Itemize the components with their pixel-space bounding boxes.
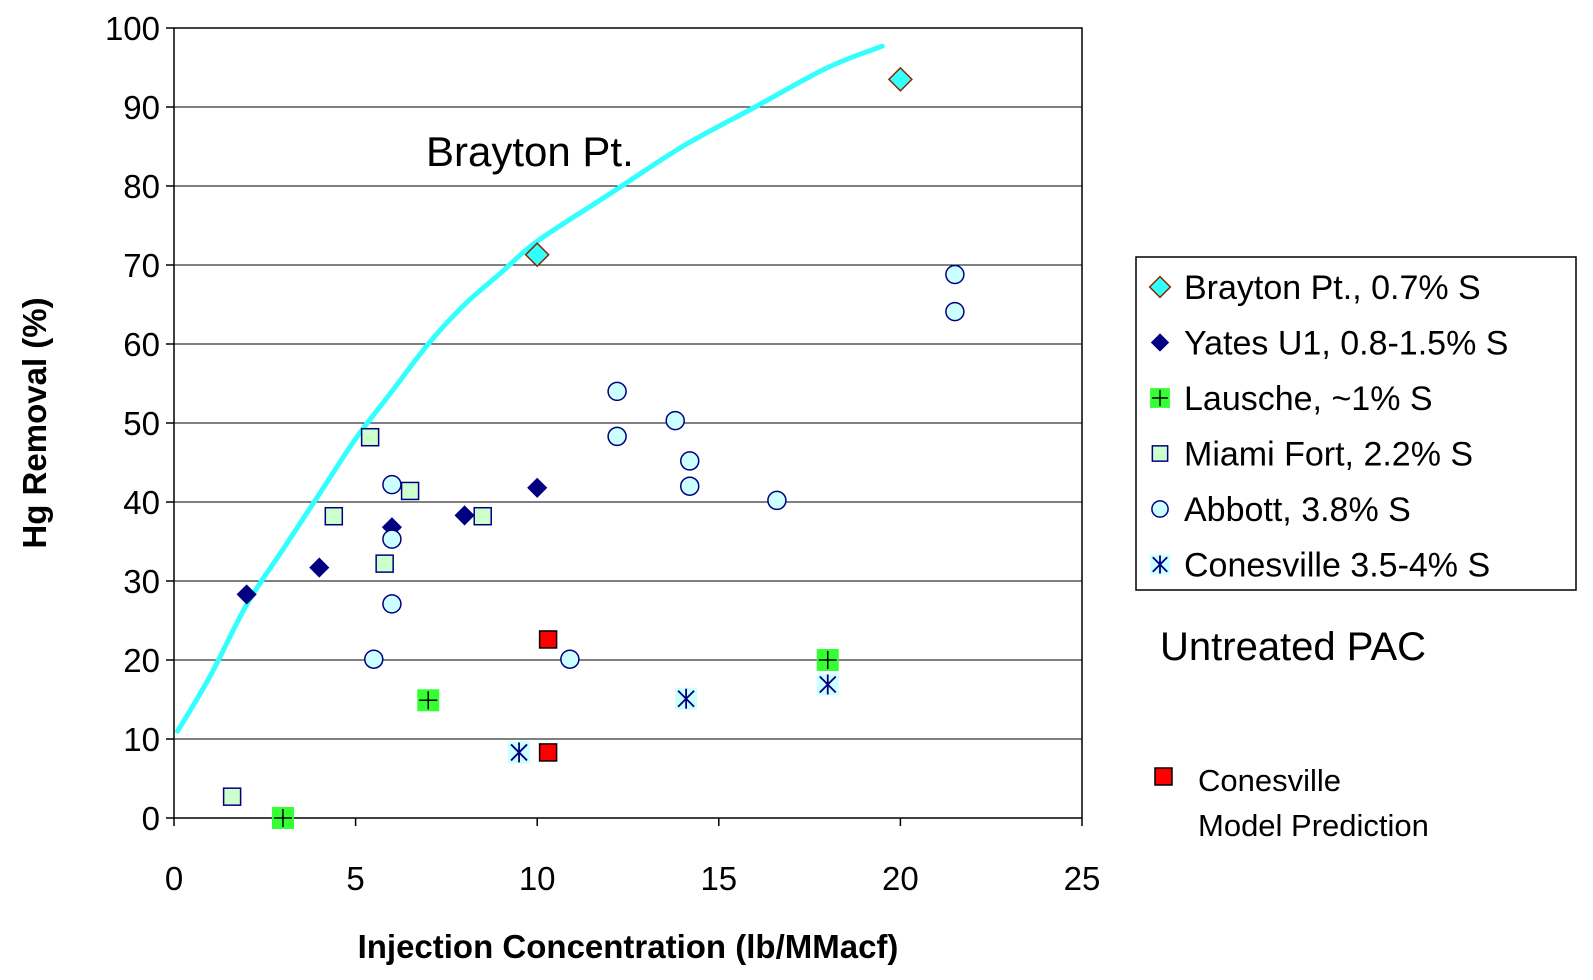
y-tick-label: 10 — [123, 721, 160, 758]
data-point-series-5 — [679, 476, 700, 496]
y-tick-label: 100 — [105, 10, 160, 47]
data-point-series-5 — [679, 451, 700, 471]
y-tick-label: 0 — [142, 800, 160, 837]
x-tick-label: 0 — [165, 860, 183, 897]
data-point-series-4 — [324, 506, 344, 526]
legend-label: Abbott, 3.8% S — [1184, 491, 1411, 529]
data-point-series-5 — [382, 594, 402, 614]
legend-label: Yates U1, 0.8-1.5% S — [1184, 325, 1508, 363]
legend-box — [1135, 256, 1577, 591]
x-tick-label: 20 — [882, 860, 919, 897]
curve-label: Brayton Pt. — [426, 128, 634, 175]
y-tick-label: 40 — [123, 484, 160, 521]
legend-marker-series-6 — [1150, 554, 1170, 575]
model-legend: Conesville Model Prediction — [1154, 763, 1429, 843]
x-tick-label: 10 — [519, 860, 556, 897]
y-tick-label: 30 — [123, 563, 160, 600]
data-point-series-2 — [454, 505, 475, 526]
data-point-series-5 — [767, 490, 787, 511]
axes — [166, 27, 1083, 826]
model-legend-line1: Conesville — [1198, 763, 1341, 798]
x-tick-label: 25 — [1064, 860, 1101, 897]
data-point-series-3 — [816, 649, 839, 671]
data-point-model-prediction — [538, 630, 558, 649]
data-point-series-5 — [665, 410, 685, 431]
legend-marker-series-2 — [1150, 333, 1170, 352]
data-point-series-1 — [887, 66, 913, 92]
untreated-pac-note: Untreated PAC — [1160, 625, 1426, 669]
data-point-model-prediction — [538, 743, 558, 762]
gridlines — [174, 106, 1082, 740]
legend-label: Lausche, ~1% S — [1184, 380, 1433, 418]
data-points — [222, 66, 965, 829]
data-point-series-2 — [527, 477, 548, 498]
model-legend-marker — [1154, 767, 1173, 786]
data-point-series-5 — [607, 381, 627, 402]
legend-marker-series-1 — [1148, 275, 1172, 299]
data-point-series-6 — [816, 673, 839, 696]
data-point-series-5 — [560, 649, 580, 669]
x-axis-title: Injection Concentration (lb/MMacf) — [358, 928, 899, 965]
data-point-series-4 — [360, 427, 380, 447]
legend-marker-series-4 — [1151, 445, 1169, 462]
data-point-series-3 — [271, 807, 294, 829]
legend-label: Brayton Pt., 0.7% S — [1184, 269, 1481, 307]
data-point-series-5 — [945, 264, 965, 285]
legend-marker-series-3 — [1150, 388, 1170, 408]
data-point-series-5 — [382, 529, 402, 549]
model-legend-line2: Model Prediction — [1198, 808, 1429, 843]
legend-marker-series-5 — [1151, 500, 1169, 518]
y-tick-label: 20 — [123, 642, 160, 679]
data-point-series-2 — [309, 557, 330, 578]
data-point-series-4 — [222, 787, 242, 806]
y-tick-label: 80 — [123, 168, 160, 205]
data-point-series-5 — [382, 474, 402, 495]
brayton-curve-line — [175, 43, 885, 734]
y-tick-label: 90 — [123, 89, 160, 126]
y-tick-label: 60 — [123, 326, 160, 363]
data-point-series-4 — [400, 481, 420, 501]
y-tick-label: 50 — [123, 405, 160, 442]
tick-labels: 0 10 20 30 40 50 60 70 80 90 100 0 5 10 15 20 25 — [105, 10, 1100, 897]
y-axis-title: Hg Removal (%) — [16, 297, 53, 548]
data-point-series-4 — [375, 554, 394, 573]
data-point-series-6 — [508, 741, 531, 764]
data-point-series-1 — [524, 242, 550, 268]
x-tick-label: 15 — [700, 860, 737, 897]
data-point-series-5 — [364, 649, 384, 669]
brayton-fit-curve — [175, 43, 885, 734]
data-point-series-5 — [945, 301, 965, 322]
data-point-series-4 — [473, 506, 492, 526]
legend: Brayton Pt., 0.7% S Yates U1, 0.8-1.5% S L… — [1135, 256, 1577, 591]
x-tick-label: 5 — [346, 860, 364, 897]
data-point-series-2 — [236, 584, 257, 605]
data-point-series-6 — [675, 687, 698, 710]
data-point-series-3 — [417, 689, 440, 712]
y-tick-label: 70 — [123, 247, 160, 284]
data-point-series-5 — [607, 426, 627, 447]
legend-label: Miami Fort, 2.2% S — [1184, 436, 1473, 474]
legend-label: Conesville 3.5-4% S — [1184, 547, 1490, 585]
